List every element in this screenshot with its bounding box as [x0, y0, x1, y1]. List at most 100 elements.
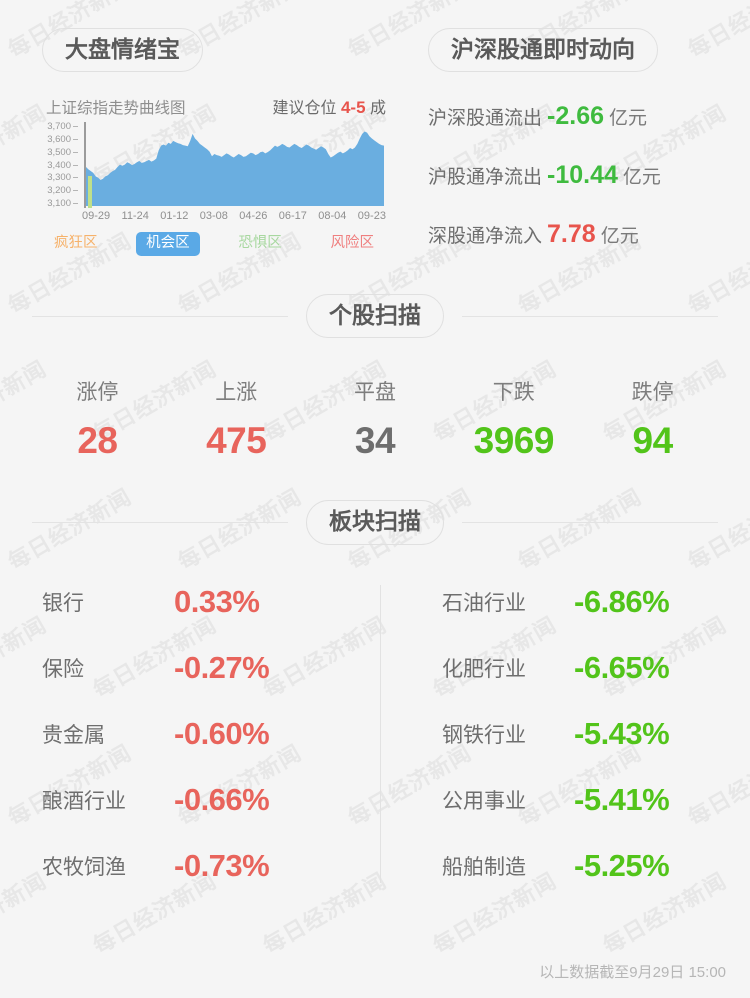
sector-row[interactable]: 农牧饲渔 -0.73%	[42, 833, 386, 899]
sector-change-pct: 0.33%	[174, 583, 260, 619]
divider-right	[462, 315, 718, 317]
sector-name: 酿酒行业	[42, 789, 126, 813]
northbound-value: 7.78	[547, 220, 596, 249]
sector-name: 农牧饲渔	[42, 855, 126, 879]
y-tick-label: 3,200	[47, 186, 78, 196]
x-tick-label: 06-17	[278, 210, 307, 223]
sentiment-zone-1[interactable]: 疯狂区	[54, 235, 98, 252]
stock-scan-item: 上涨 475	[167, 376, 306, 462]
sector-column-left: 银行 0.33% 保险 -0.27% 贵金属 -0.60% 酿酒行业 -0.66% 农牧饲渔 -0…	[42, 569, 386, 899]
chart-left-marker	[88, 176, 92, 209]
sector-scan-title: 板块扫描	[306, 500, 444, 545]
stock-scan-label: 上涨	[215, 381, 258, 405]
northbound-title: 沪深股通即时动向	[428, 28, 658, 73]
chart-x-axis: 09-29 11-24 01-12 03-08 04-26 06-17 08-04 09-23	[82, 210, 386, 222]
stock-scan-value: 475	[206, 420, 267, 462]
stock-scan-item: 下跌 3969	[444, 376, 583, 462]
stock-scan-stats: 涨停 28 上涨 475 平盘 34 下跌 3969 跌停 94	[0, 376, 750, 462]
sector-row[interactable]: 贵金属 -0.60%	[42, 701, 386, 767]
y-tick-label: 3,100	[47, 199, 78, 209]
chart-caption: 上证综指走势曲线图	[46, 100, 186, 118]
sentiment-panel: 大盘情绪宝 上证综指走势曲线图 建议仓位 4-5 成 3,700 3,600 3,5…	[0, 28, 400, 256]
sector-row[interactable]: 石油行业 -6.86%	[442, 569, 730, 635]
x-tick-label: 04-26	[239, 210, 268, 223]
sector-name: 船舶制造	[442, 855, 526, 879]
sector-name: 贵金属	[42, 723, 105, 747]
x-tick-label: 09-29	[82, 210, 111, 223]
data-timestamp: 以上数据截至9月29日 15:00	[539, 964, 726, 981]
sentiment-zones: 疯狂区 机会区 恐惧区 风险区	[44, 232, 384, 256]
sector-row[interactable]: 钢铁行业 -5.43%	[442, 701, 730, 767]
stock-scan-value: 28	[77, 420, 118, 462]
chart-area-path	[86, 131, 384, 207]
suggested-position: 建议仓位 4-5 成	[272, 94, 386, 118]
x-tick-label: 03-08	[199, 210, 228, 223]
y-tick-label: 3,500	[47, 148, 78, 158]
sector-change-pct: -5.43%	[574, 715, 670, 751]
index-area-series	[86, 131, 384, 207]
sector-row[interactable]: 酿酒行业 -0.66%	[42, 767, 386, 833]
sector-change-pct: -0.60%	[174, 715, 270, 751]
northbound-title-wrap: 沪深股通即时动向	[400, 28, 750, 73]
sector-change-pct: -5.41%	[574, 781, 670, 817]
x-tick-label: 01-12	[160, 210, 189, 223]
sector-change-pct: -0.73%	[174, 847, 270, 883]
sentiment-zone-3[interactable]: 恐惧区	[238, 235, 282, 252]
stock-scan-label: 平盘	[353, 381, 396, 405]
y-tick-label: 3,300	[47, 173, 78, 183]
suggested-position-unit: 成	[369, 100, 386, 118]
sector-change-pct: -5.25%	[574, 847, 670, 883]
northbound-row: 沪股通净流出 -10.44 亿元	[400, 161, 750, 190]
sector-scan-header: 板块扫描	[0, 500, 750, 545]
sector-name: 银行	[42, 591, 84, 615]
y-tick-label: 3,600	[47, 135, 78, 145]
stock-scan-value: 34	[354, 420, 396, 462]
northbound-rows: 沪深股通流出 -2.66 亿元 沪股通净流出 -10.44 亿元 深股通净流入 7.78 亿元	[400, 102, 750, 249]
sector-name: 化肥行业	[442, 657, 526, 681]
sentiment-zone-2[interactable]: 机会区	[136, 232, 200, 256]
northbound-row: 沪深股通流出 -2.66 亿元	[400, 102, 750, 131]
sector-name: 公用事业	[442, 789, 526, 813]
northbound-unit: 亿元	[622, 167, 661, 189]
stock-scan-item: 涨停 28	[28, 376, 167, 462]
sector-name: 钢铁行业	[442, 723, 526, 747]
x-tick-label: 09-23	[357, 210, 386, 223]
stock-scan-label: 下跌	[492, 381, 535, 405]
northbound-value: -10.44	[547, 161, 618, 190]
sentiment-title: 大盘情绪宝	[42, 28, 203, 73]
sector-row[interactable]: 船舶制造 -5.25%	[442, 833, 730, 899]
northbound-label: 深股通净流入	[428, 226, 543, 248]
sector-change-pct: -6.86%	[574, 583, 670, 619]
stock-scan-label: 跌停	[631, 381, 674, 405]
northbound-panel: 沪深股通即时动向 沪深股通流出 -2.66 亿元 沪股通净流出 -10.44 亿元 深股通净…	[400, 28, 750, 256]
chart-plot	[84, 122, 384, 209]
stock-scan-label: 涨停	[76, 381, 119, 405]
sector-change-pct: -6.65%	[574, 649, 670, 685]
northbound-row: 深股通净流入 7.78 亿元	[400, 220, 750, 249]
sector-change-pct: -0.27%	[174, 649, 270, 685]
stock-scan-title: 个股扫描	[306, 293, 444, 339]
sector-row[interactable]: 银行 0.33%	[42, 569, 386, 635]
northbound-unit: 亿元	[600, 226, 639, 248]
stock-scan-value: 94	[632, 420, 674, 462]
suggested-position-value: 4-5	[340, 98, 366, 118]
sentiment-zone-4[interactable]: 风险区	[330, 235, 374, 252]
northbound-label: 沪股通净流出	[428, 167, 543, 189]
index-chart: 3,700 3,600 3,500 3,400 3,300 3,200 3,100 09-2…	[30, 122, 390, 222]
sector-column-right: 石油行业 -6.86% 化肥行业 -6.65% 钢铁行业 -5.43% 公用事业 -5.41%…	[386, 569, 730, 899]
sector-scan-columns: 银行 0.33% 保险 -0.27% 贵金属 -0.60% 酿酒行业 -0.66% 农牧饲渔 -0…	[0, 569, 750, 899]
chart-y-axis: 3,700 3,600 3,500 3,400 3,300 3,200 3,100	[30, 122, 78, 208]
top-panels: 大盘情绪宝 上证综指走势曲线图 建议仓位 4-5 成 3,700 3,600 3,5…	[0, 0, 750, 256]
divider-left	[32, 315, 288, 317]
x-tick-label: 08-04	[318, 210, 347, 223]
northbound-value: -2.66	[547, 102, 604, 131]
sector-row[interactable]: 保险 -0.27%	[42, 635, 386, 701]
stock-scan-header: 个股扫描	[0, 293, 750, 339]
suggested-position-label: 建议仓位	[272, 100, 337, 118]
stock-scan-item: 平盘 34	[306, 376, 445, 462]
sector-row[interactable]: 公用事业 -5.41%	[442, 767, 730, 833]
sector-divider-left	[32, 522, 288, 524]
sector-row[interactable]: 化肥行业 -6.65%	[442, 635, 730, 701]
stock-scan-value: 3969	[473, 420, 555, 462]
